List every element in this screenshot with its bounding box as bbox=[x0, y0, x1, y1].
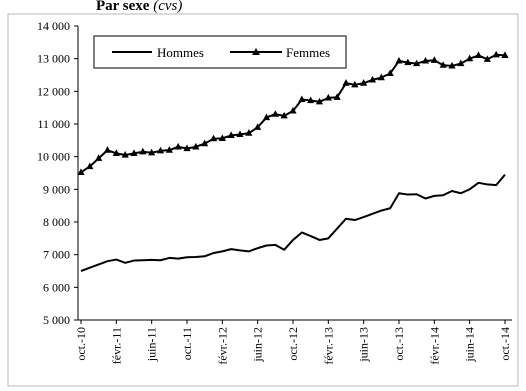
data-point-femmes bbox=[192, 142, 200, 150]
y-tick-label: 6 000 bbox=[43, 280, 70, 294]
data-point-femmes bbox=[254, 123, 262, 130]
data-point-femmes bbox=[218, 134, 226, 141]
data-point-femmes bbox=[413, 59, 421, 67]
x-tick-label: juin-14 bbox=[463, 327, 477, 363]
legend-label-femmes: Femmes bbox=[286, 45, 330, 60]
data-point-femmes bbox=[333, 93, 341, 100]
x-tick-label: févr.-12 bbox=[215, 327, 229, 365]
x-tick-label: oct.-11 bbox=[180, 327, 194, 360]
x-tick-label: oct.-13 bbox=[392, 327, 406, 361]
data-point-femmes bbox=[448, 61, 456, 69]
x-tick-label: juin-13 bbox=[357, 327, 371, 363]
data-point-femmes bbox=[183, 144, 191, 152]
data-point-femmes bbox=[86, 162, 94, 170]
x-tick-label: oct.-14 bbox=[498, 327, 512, 361]
y-tick-label: 7 000 bbox=[43, 248, 70, 262]
data-point-femmes bbox=[165, 146, 173, 153]
data-point-femmes bbox=[342, 79, 350, 86]
data-point-femmes bbox=[298, 95, 306, 103]
data-point-femmes bbox=[289, 106, 297, 114]
x-tick-label: oct.-12 bbox=[286, 327, 300, 361]
data-point-femmes bbox=[227, 131, 235, 139]
y-tick-label: 12 000 bbox=[37, 84, 70, 98]
data-point-femmes bbox=[395, 56, 403, 64]
data-point-femmes bbox=[474, 51, 483, 58]
y-axis-ticks: 5 000 6 000 7 000 8 000 9 000 10 000 11 000 12 … bbox=[37, 19, 78, 327]
legend-label-hommes: Hommes bbox=[157, 45, 204, 60]
data-point-femmes bbox=[280, 111, 288, 119]
chart-border bbox=[7, 13, 519, 387]
x-tick-label: juin-11 bbox=[145, 327, 159, 362]
data-point-femmes bbox=[271, 110, 279, 117]
y-tick-label: 5 000 bbox=[43, 313, 70, 327]
legend-marker-femmes bbox=[252, 48, 260, 55]
y-tick-label: 11 000 bbox=[37, 117, 70, 131]
data-point-femmes bbox=[156, 146, 165, 154]
data-point-femmes bbox=[483, 55, 491, 62]
data-point-femmes bbox=[236, 130, 244, 138]
y-tick-label: 8 000 bbox=[43, 215, 70, 229]
series-line-hommes bbox=[80, 173, 506, 272]
y-tick-label: 13 000 bbox=[37, 52, 70, 66]
data-point-femmes bbox=[360, 79, 368, 86]
x-tick-label: févr.-13 bbox=[321, 327, 335, 365]
data-point-femmes bbox=[457, 59, 465, 67]
x-axis-ticks: oct.-10 févr.-11 juin-11 oct.-11 févr.-12 jui… bbox=[74, 320, 512, 365]
data-point-femmes bbox=[307, 96, 315, 104]
data-point-femmes bbox=[501, 51, 509, 58]
data-point-femmes bbox=[421, 56, 430, 64]
data-point-femmes bbox=[148, 148, 156, 156]
y-tick-label: 10 000 bbox=[37, 150, 70, 164]
data-point-femmes bbox=[404, 58, 412, 66]
data-point-femmes bbox=[324, 93, 332, 101]
data-point-femmes bbox=[492, 50, 500, 58]
data-point-femmes bbox=[201, 139, 209, 147]
data-point-femmes bbox=[351, 80, 359, 88]
data-point-femmes bbox=[386, 69, 394, 76]
y-tick-label: 9 000 bbox=[43, 182, 70, 196]
data-point-femmes bbox=[368, 75, 377, 83]
x-tick-label: févr.-11 bbox=[109, 327, 123, 364]
x-tick-label: févr.-14 bbox=[427, 327, 441, 365]
data-point-femmes bbox=[95, 154, 103, 161]
data-point-femmes bbox=[245, 129, 253, 136]
data-point-femmes bbox=[174, 142, 182, 150]
data-point-femmes bbox=[130, 149, 138, 156]
chart-title: Par sexe (cvs) bbox=[96, 0, 182, 14]
data-point-femmes bbox=[121, 151, 129, 158]
y-tick-label: 14 000 bbox=[37, 19, 70, 33]
data-point-femmes bbox=[139, 147, 147, 155]
data-point-femmes bbox=[430, 56, 438, 63]
data-point-femmes bbox=[209, 134, 218, 142]
data-point-femmes bbox=[103, 146, 112, 153]
data-point-femmes bbox=[377, 73, 385, 81]
data-point-femmes bbox=[112, 149, 120, 156]
x-tick-label: oct.-10 bbox=[74, 327, 88, 361]
series-layer bbox=[77, 50, 509, 272]
data-point-femmes bbox=[77, 168, 85, 175]
legend: Hommes Femmes bbox=[93, 35, 347, 69]
x-tick-label: juin-12 bbox=[251, 327, 265, 363]
data-point-femmes bbox=[262, 113, 271, 121]
data-point-femmes bbox=[439, 61, 447, 68]
data-point-femmes bbox=[315, 97, 324, 105]
series-line-femmes bbox=[80, 53, 506, 174]
data-point-femmes bbox=[466, 54, 474, 62]
